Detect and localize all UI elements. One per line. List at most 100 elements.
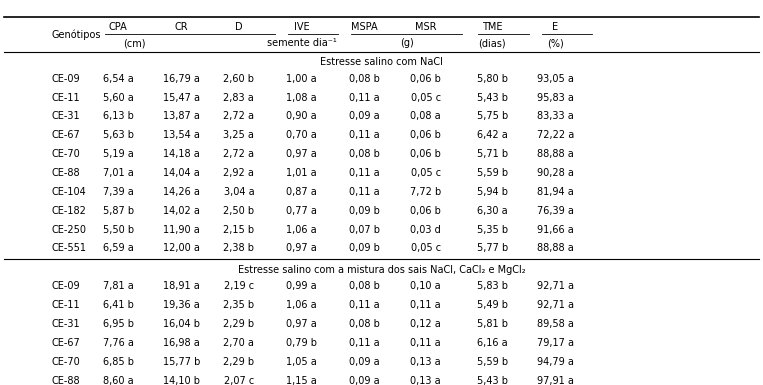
Text: 2,38 b: 2,38 b — [224, 243, 254, 253]
Text: CE-11: CE-11 — [52, 92, 81, 102]
Text: 1,00 a: 1,00 a — [286, 74, 317, 84]
Text: CE-88: CE-88 — [52, 168, 81, 178]
Text: 0,97 a: 0,97 a — [286, 243, 317, 253]
Text: 0,99 a: 0,99 a — [286, 281, 317, 291]
Text: 14,10 b: 14,10 b — [163, 376, 200, 385]
Text: 0,87 a: 0,87 a — [286, 187, 317, 197]
Text: 93,05 a: 93,05 a — [537, 74, 574, 84]
Text: 0,08 b: 0,08 b — [349, 149, 380, 159]
Text: CE-551: CE-551 — [52, 243, 87, 253]
Text: 89,58 a: 89,58 a — [537, 319, 574, 329]
Text: 1,01 a: 1,01 a — [286, 168, 317, 178]
Text: semente dia⁻¹: semente dia⁻¹ — [266, 38, 336, 49]
Text: 6,59 a: 6,59 a — [103, 243, 134, 253]
Text: 2,07 c: 2,07 c — [224, 376, 254, 385]
Text: 18,91 a: 18,91 a — [163, 281, 200, 291]
Text: 0,11 a: 0,11 a — [349, 187, 380, 197]
Text: CE-09: CE-09 — [52, 281, 81, 291]
Text: 0,11 a: 0,11 a — [349, 130, 380, 140]
Text: 92,71 a: 92,71 a — [537, 300, 574, 310]
Text: 8,60 a: 8,60 a — [103, 376, 134, 385]
Text: 0,09 b: 0,09 b — [349, 206, 380, 216]
Text: (dias): (dias) — [478, 38, 506, 49]
Text: 5,43 b: 5,43 b — [477, 376, 507, 385]
Text: TME: TME — [482, 22, 502, 32]
Text: 5,49 b: 5,49 b — [477, 300, 507, 310]
Text: 0,90 a: 0,90 a — [286, 111, 317, 121]
Text: 16,98 a: 16,98 a — [163, 338, 200, 348]
Text: MSPA: MSPA — [352, 22, 378, 32]
Text: 6,54 a: 6,54 a — [103, 74, 134, 84]
Text: 5,80 b: 5,80 b — [477, 74, 507, 84]
Text: 83,33 a: 83,33 a — [537, 111, 574, 121]
Text: 7,72 b: 7,72 b — [410, 187, 441, 197]
Text: 0,13 a: 0,13 a — [410, 376, 441, 385]
Text: 0,97 a: 0,97 a — [286, 149, 317, 159]
Text: CE-31: CE-31 — [52, 319, 81, 329]
Text: 0,08 a: 0,08 a — [410, 111, 441, 121]
Text: Estresse salino com a mistura dos sais NaCl, CaCl₂ e MgCl₂: Estresse salino com a mistura dos sais N… — [238, 265, 525, 275]
Text: 0,09 a: 0,09 a — [349, 357, 380, 367]
Text: 14,18 a: 14,18 a — [163, 149, 200, 159]
Text: 5,43 b: 5,43 b — [477, 92, 507, 102]
Text: 2,35 b: 2,35 b — [224, 300, 254, 310]
Text: 0,09 a: 0,09 a — [349, 376, 380, 385]
Text: 6,85 b: 6,85 b — [103, 357, 134, 367]
Text: 1,06 a: 1,06 a — [286, 300, 317, 310]
Text: 19,36 a: 19,36 a — [163, 300, 200, 310]
Text: 97,91 a: 97,91 a — [537, 376, 574, 385]
Text: 2,29 b: 2,29 b — [224, 319, 254, 329]
Text: 76,39 a: 76,39 a — [537, 206, 574, 216]
Text: 0,08 b: 0,08 b — [349, 281, 380, 291]
Text: 5,94 b: 5,94 b — [477, 187, 507, 197]
Text: 5,59 b: 5,59 b — [477, 357, 507, 367]
Text: Genótipos: Genótipos — [52, 30, 101, 40]
Text: 14,04 a: 14,04 a — [163, 168, 200, 178]
Text: 1,05 a: 1,05 a — [286, 357, 317, 367]
Text: 2,19 c: 2,19 c — [224, 281, 254, 291]
Text: 81,94 a: 81,94 a — [537, 187, 574, 197]
Text: 0,12 a: 0,12 a — [410, 319, 441, 329]
Text: 0,11 a: 0,11 a — [410, 338, 441, 348]
Text: 6,42 a: 6,42 a — [477, 130, 507, 140]
Text: D: D — [235, 22, 243, 32]
Text: 14,02 a: 14,02 a — [163, 206, 200, 216]
Text: 0,13 a: 0,13 a — [410, 357, 441, 367]
Text: 2,72 a: 2,72 a — [224, 149, 254, 159]
Text: 94,79 a: 94,79 a — [537, 357, 574, 367]
Text: 5,19 a: 5,19 a — [103, 149, 134, 159]
Text: CE-67: CE-67 — [52, 338, 81, 348]
Text: 6,16 a: 6,16 a — [477, 338, 507, 348]
Text: 0,77 a: 0,77 a — [286, 206, 317, 216]
Text: 2,29 b: 2,29 b — [224, 357, 254, 367]
Text: CE-70: CE-70 — [52, 357, 81, 367]
Text: 0,05 c: 0,05 c — [410, 168, 441, 178]
Text: 1,08 a: 1,08 a — [286, 92, 317, 102]
Text: 0,10 a: 0,10 a — [410, 281, 441, 291]
Text: MSR: MSR — [415, 22, 436, 32]
Text: 3,04 a: 3,04 a — [224, 187, 254, 197]
Text: (g): (g) — [400, 38, 414, 49]
Text: 5,50 b: 5,50 b — [103, 224, 134, 234]
Text: 0,11 a: 0,11 a — [410, 300, 441, 310]
Text: 5,83 b: 5,83 b — [477, 281, 507, 291]
Text: 3,25 a: 3,25 a — [224, 130, 254, 140]
Text: 5,59 b: 5,59 b — [477, 168, 507, 178]
Text: 16,79 a: 16,79 a — [163, 74, 200, 84]
Text: 5,63 b: 5,63 b — [103, 130, 134, 140]
Text: 0,08 b: 0,08 b — [349, 74, 380, 84]
Text: 90,28 a: 90,28 a — [537, 168, 574, 178]
Text: 2,70 a: 2,70 a — [224, 338, 254, 348]
Text: 6,30 a: 6,30 a — [477, 206, 507, 216]
Text: 88,88 a: 88,88 a — [537, 243, 574, 253]
Text: CE-250: CE-250 — [52, 224, 87, 234]
Text: 2,72 a: 2,72 a — [224, 111, 254, 121]
Text: CE-11: CE-11 — [52, 300, 81, 310]
Text: 91,66 a: 91,66 a — [537, 224, 574, 234]
Text: 2,83 a: 2,83 a — [224, 92, 254, 102]
Text: 0,79 b: 0,79 b — [286, 338, 317, 348]
Text: 0,05 c: 0,05 c — [410, 92, 441, 102]
Text: CE-31: CE-31 — [52, 111, 81, 121]
Text: 5,77 b: 5,77 b — [477, 243, 507, 253]
Text: 5,87 b: 5,87 b — [103, 206, 134, 216]
